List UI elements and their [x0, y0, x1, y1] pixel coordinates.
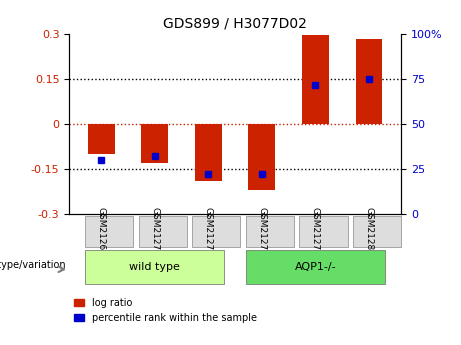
- FancyBboxPatch shape: [85, 216, 133, 247]
- FancyBboxPatch shape: [246, 216, 294, 247]
- FancyBboxPatch shape: [299, 216, 348, 247]
- FancyBboxPatch shape: [85, 250, 225, 284]
- Title: GDS899 / H3077D02: GDS899 / H3077D02: [163, 17, 307, 31]
- Text: GSM21276: GSM21276: [150, 207, 160, 256]
- Text: GSM21270: GSM21270: [257, 207, 266, 256]
- Bar: [355, 39, 382, 124]
- FancyBboxPatch shape: [246, 250, 385, 284]
- FancyBboxPatch shape: [192, 216, 241, 247]
- Legend: log ratio, percentile rank within the sample: log ratio, percentile rank within the sa…: [74, 298, 256, 323]
- Bar: [88, 124, 115, 154]
- Bar: [195, 124, 222, 181]
- Text: GSM21266: GSM21266: [97, 207, 106, 256]
- Text: genotype/variation: genotype/variation: [0, 260, 65, 270]
- Bar: [302, 34, 329, 124]
- Bar: [248, 124, 275, 190]
- Bar: [142, 124, 168, 163]
- Text: wild type: wild type: [130, 263, 180, 272]
- Text: GSM21279: GSM21279: [204, 207, 213, 256]
- FancyBboxPatch shape: [353, 216, 401, 247]
- Text: AQP1-/-: AQP1-/-: [295, 263, 336, 272]
- Text: GSM21282: GSM21282: [365, 207, 373, 256]
- Text: GSM21273: GSM21273: [311, 207, 320, 256]
- FancyBboxPatch shape: [139, 216, 187, 247]
